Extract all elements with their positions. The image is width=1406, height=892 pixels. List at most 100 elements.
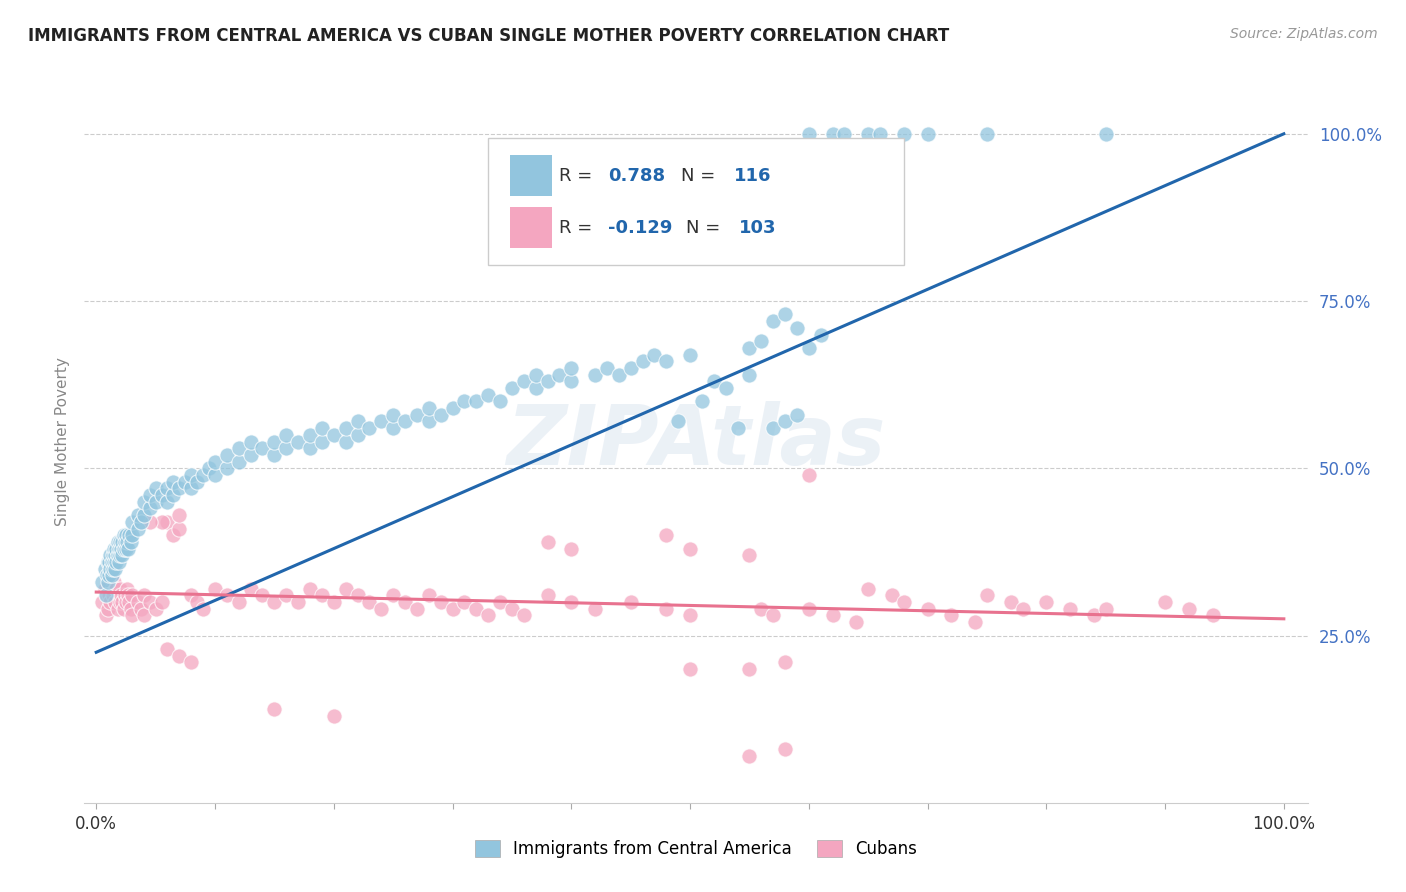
Point xyxy=(1201,608,1223,623)
Point xyxy=(406,602,429,616)
Point xyxy=(117,541,139,556)
Point xyxy=(738,548,761,563)
Point xyxy=(215,448,238,462)
Point xyxy=(108,534,131,549)
Point xyxy=(180,589,202,603)
Point xyxy=(797,341,820,355)
Point xyxy=(105,582,128,596)
Point xyxy=(679,662,702,676)
Point xyxy=(150,595,173,609)
Point xyxy=(679,348,702,362)
Point xyxy=(370,414,392,429)
Point xyxy=(513,375,536,389)
Point xyxy=(322,595,344,609)
Point xyxy=(198,461,221,475)
Point xyxy=(797,127,820,141)
Point xyxy=(239,448,262,462)
Text: IMMIGRANTS FROM CENTRAL AMERICA VS CUBAN SINGLE MOTHER POVERTY CORRELATION CHART: IMMIGRANTS FROM CENTRAL AMERICA VS CUBAN… xyxy=(28,27,949,45)
Point xyxy=(1011,602,1033,616)
Point xyxy=(101,589,124,603)
Point xyxy=(91,575,114,590)
Point xyxy=(583,368,606,382)
Point xyxy=(382,421,405,435)
Point xyxy=(138,595,160,609)
Point xyxy=(100,548,122,563)
Point xyxy=(749,602,772,616)
Point xyxy=(115,541,138,556)
Point xyxy=(453,595,475,609)
Point xyxy=(100,595,122,609)
Point xyxy=(1083,608,1105,623)
Point xyxy=(1035,595,1057,609)
Point xyxy=(311,421,333,435)
Point xyxy=(690,394,713,409)
Point xyxy=(429,408,451,422)
Point xyxy=(359,595,381,609)
Point xyxy=(121,528,143,542)
Point xyxy=(186,475,208,489)
Point xyxy=(107,602,129,616)
Point xyxy=(169,648,191,663)
Point xyxy=(263,595,285,609)
Point xyxy=(560,227,582,242)
Point xyxy=(607,368,630,382)
Point xyxy=(821,127,844,141)
Point xyxy=(631,354,654,368)
Point xyxy=(103,555,125,569)
Point xyxy=(94,608,117,623)
Point xyxy=(191,467,214,482)
Point xyxy=(560,375,582,389)
Point xyxy=(465,602,488,616)
Point xyxy=(115,595,138,609)
Point xyxy=(156,494,179,508)
Point xyxy=(714,381,737,395)
Point xyxy=(186,595,208,609)
Point xyxy=(880,589,903,603)
Point xyxy=(104,562,127,576)
Point xyxy=(346,427,368,442)
Point xyxy=(107,548,129,563)
Point xyxy=(311,589,333,603)
Point xyxy=(536,589,558,603)
Point xyxy=(121,515,143,529)
Point xyxy=(101,562,124,576)
Point xyxy=(103,575,125,590)
Point xyxy=(917,127,939,141)
Point xyxy=(117,589,139,603)
Point xyxy=(477,387,499,401)
Point xyxy=(845,615,868,630)
Point xyxy=(917,602,939,616)
Point xyxy=(100,555,122,569)
Point xyxy=(703,375,725,389)
Text: 0.788: 0.788 xyxy=(607,167,665,185)
Point xyxy=(276,589,298,603)
Point xyxy=(114,589,136,603)
Point xyxy=(215,589,238,603)
Point xyxy=(98,589,121,603)
Point xyxy=(298,427,321,442)
Point xyxy=(131,602,153,616)
Point xyxy=(418,414,440,429)
Point xyxy=(97,575,120,590)
Point xyxy=(107,589,129,603)
Point xyxy=(96,568,118,582)
Point xyxy=(108,582,131,596)
Point xyxy=(98,568,121,582)
Text: R =: R = xyxy=(560,167,598,185)
Point xyxy=(963,615,986,630)
Point xyxy=(110,589,132,603)
Text: ZIPAtlas: ZIPAtlas xyxy=(506,401,886,482)
Point xyxy=(560,361,582,376)
Point xyxy=(406,408,429,422)
Point xyxy=(127,521,149,535)
Point xyxy=(976,127,998,141)
Point xyxy=(104,548,127,563)
Point xyxy=(762,421,785,435)
Point xyxy=(98,555,121,569)
Point xyxy=(108,595,131,609)
Point xyxy=(749,334,772,349)
Point xyxy=(121,589,143,603)
Point xyxy=(180,467,202,482)
Point xyxy=(97,602,120,616)
Point xyxy=(103,541,125,556)
